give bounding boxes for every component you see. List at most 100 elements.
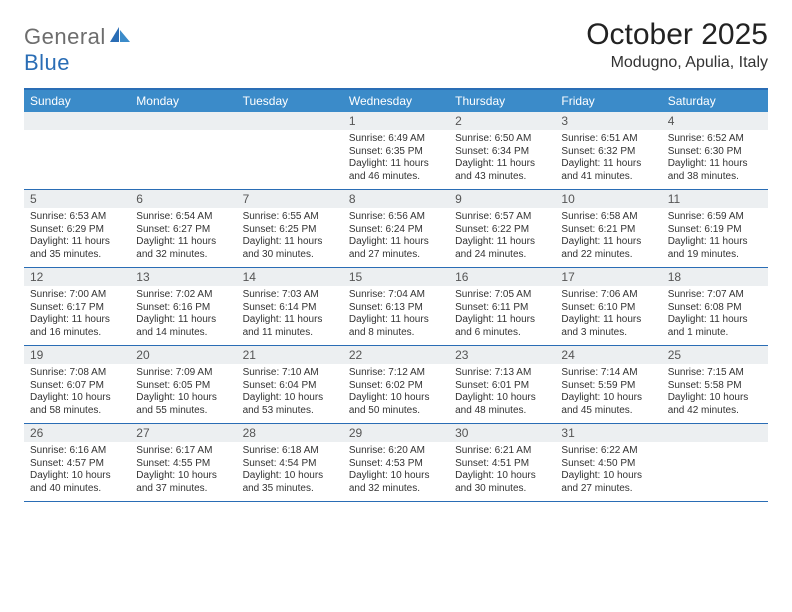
day-number: 26 xyxy=(24,424,130,442)
week-row: 1Sunrise: 6:49 AMSunset: 6:35 PMDaylight… xyxy=(24,112,768,190)
day-cell: 27Sunrise: 6:17 AMSunset: 4:55 PMDayligh… xyxy=(130,424,236,501)
day-header: Friday xyxy=(555,90,661,112)
daylight-line-2: and 45 minutes. xyxy=(561,405,655,418)
day-number: 22 xyxy=(343,346,449,364)
daylight-line-1: Daylight: 10 hours xyxy=(243,392,337,405)
day-number: 14 xyxy=(237,268,343,286)
daylight-line-2: and 19 minutes. xyxy=(668,249,762,262)
day-info: Sunrise: 6:22 AMSunset: 4:50 PMDaylight:… xyxy=(555,442,661,501)
sunset-line: Sunset: 4:55 PM xyxy=(136,458,230,471)
day-info: Sunrise: 6:58 AMSunset: 6:21 PMDaylight:… xyxy=(555,208,661,267)
day-header: Tuesday xyxy=(237,90,343,112)
day-number: 8 xyxy=(343,190,449,208)
sunrise-line: Sunrise: 7:15 AM xyxy=(668,367,762,380)
day-info: Sunrise: 7:10 AMSunset: 6:04 PMDaylight:… xyxy=(237,364,343,423)
sunrise-line: Sunrise: 7:12 AM xyxy=(349,367,443,380)
sunrise-line: Sunrise: 7:03 AM xyxy=(243,289,337,302)
day-number: 4 xyxy=(662,112,768,130)
daylight-line-2: and 58 minutes. xyxy=(30,405,124,418)
daylight-line-1: Daylight: 11 hours xyxy=(455,314,549,327)
week-row: 19Sunrise: 7:08 AMSunset: 6:07 PMDayligh… xyxy=(24,346,768,424)
daylight-line-1: Daylight: 11 hours xyxy=(349,158,443,171)
daylight-line-1: Daylight: 11 hours xyxy=(455,236,549,249)
page-subtitle: Modugno, Apulia, Italy xyxy=(586,54,768,72)
day-info-empty xyxy=(24,130,130,189)
day-header: Wednesday xyxy=(343,90,449,112)
daylight-line-1: Daylight: 10 hours xyxy=(243,470,337,483)
daylight-line-2: and 50 minutes. xyxy=(349,405,443,418)
sunset-line: Sunset: 6:17 PM xyxy=(30,302,124,315)
day-info: Sunrise: 6:57 AMSunset: 6:22 PMDaylight:… xyxy=(449,208,555,267)
sunset-line: Sunset: 6:14 PM xyxy=(243,302,337,315)
day-number: 31 xyxy=(555,424,661,442)
daylight-line-2: and 55 minutes. xyxy=(136,405,230,418)
weeks-container: 1Sunrise: 6:49 AMSunset: 6:35 PMDaylight… xyxy=(24,112,768,502)
day-cell: 2Sunrise: 6:50 AMSunset: 6:34 PMDaylight… xyxy=(449,112,555,189)
daylight-line-2: and 42 minutes. xyxy=(668,405,762,418)
day-number: 1 xyxy=(343,112,449,130)
sunrise-line: Sunrise: 6:20 AM xyxy=(349,445,443,458)
sunset-line: Sunset: 4:54 PM xyxy=(243,458,337,471)
day-info: Sunrise: 7:12 AMSunset: 6:02 PMDaylight:… xyxy=(343,364,449,423)
day-info: Sunrise: 6:50 AMSunset: 6:34 PMDaylight:… xyxy=(449,130,555,189)
sunrise-line: Sunrise: 6:21 AM xyxy=(455,445,549,458)
calendar-page: GeneralBlue October 2025 Modugno, Apulia… xyxy=(0,0,792,502)
day-info: Sunrise: 7:13 AMSunset: 6:01 PMDaylight:… xyxy=(449,364,555,423)
week-row: 12Sunrise: 7:00 AMSunset: 6:17 PMDayligh… xyxy=(24,268,768,346)
day-cell: 7Sunrise: 6:55 AMSunset: 6:25 PMDaylight… xyxy=(237,190,343,267)
daylight-line-2: and 35 minutes. xyxy=(243,483,337,496)
day-cell: 21Sunrise: 7:10 AMSunset: 6:04 PMDayligh… xyxy=(237,346,343,423)
day-cell: 6Sunrise: 6:54 AMSunset: 6:27 PMDaylight… xyxy=(130,190,236,267)
sunrise-line: Sunrise: 6:17 AM xyxy=(136,445,230,458)
day-cell: 8Sunrise: 6:56 AMSunset: 6:24 PMDaylight… xyxy=(343,190,449,267)
day-cell: 30Sunrise: 6:21 AMSunset: 4:51 PMDayligh… xyxy=(449,424,555,501)
logo-text: GeneralBlue xyxy=(24,24,131,76)
day-number: 29 xyxy=(343,424,449,442)
daylight-line-2: and 27 minutes. xyxy=(349,249,443,262)
sunrise-line: Sunrise: 7:13 AM xyxy=(455,367,549,380)
daylight-line-1: Daylight: 11 hours xyxy=(243,314,337,327)
sunrise-line: Sunrise: 6:56 AM xyxy=(349,211,443,224)
day-number: 30 xyxy=(449,424,555,442)
day-info: Sunrise: 7:09 AMSunset: 6:05 PMDaylight:… xyxy=(130,364,236,423)
daylight-line-2: and 48 minutes. xyxy=(455,405,549,418)
daylight-line-2: and 27 minutes. xyxy=(561,483,655,496)
day-cell: 22Sunrise: 7:12 AMSunset: 6:02 PMDayligh… xyxy=(343,346,449,423)
day-cell: 12Sunrise: 7:00 AMSunset: 6:17 PMDayligh… xyxy=(24,268,130,345)
sunrise-line: Sunrise: 7:08 AM xyxy=(30,367,124,380)
day-number: 3 xyxy=(555,112,661,130)
daylight-line-1: Daylight: 11 hours xyxy=(455,158,549,171)
sunrise-line: Sunrise: 7:14 AM xyxy=(561,367,655,380)
day-cell: 19Sunrise: 7:08 AMSunset: 6:07 PMDayligh… xyxy=(24,346,130,423)
day-cell: 15Sunrise: 7:04 AMSunset: 6:13 PMDayligh… xyxy=(343,268,449,345)
day-info: Sunrise: 6:59 AMSunset: 6:19 PMDaylight:… xyxy=(662,208,768,267)
day-number: 9 xyxy=(449,190,555,208)
sunset-line: Sunset: 5:59 PM xyxy=(561,380,655,393)
daylight-line-1: Daylight: 10 hours xyxy=(455,392,549,405)
day-info: Sunrise: 7:08 AMSunset: 6:07 PMDaylight:… xyxy=(24,364,130,423)
calendar: SundayMondayTuesdayWednesdayThursdayFrid… xyxy=(24,88,768,502)
sunrise-line: Sunrise: 7:07 AM xyxy=(668,289,762,302)
sunset-line: Sunset: 6:24 PM xyxy=(349,224,443,237)
day-header: Sunday xyxy=(24,90,130,112)
day-cell: 28Sunrise: 6:18 AMSunset: 4:54 PMDayligh… xyxy=(237,424,343,501)
day-cell: 18Sunrise: 7:07 AMSunset: 6:08 PMDayligh… xyxy=(662,268,768,345)
daylight-line-2: and 6 minutes. xyxy=(455,327,549,340)
logo-part2: Blue xyxy=(24,50,70,75)
daylight-line-2: and 3 minutes. xyxy=(561,327,655,340)
day-number: 6 xyxy=(130,190,236,208)
day-number xyxy=(237,112,343,130)
sunset-line: Sunset: 5:58 PM xyxy=(668,380,762,393)
day-info: Sunrise: 7:07 AMSunset: 6:08 PMDaylight:… xyxy=(662,286,768,345)
sunset-line: Sunset: 6:16 PM xyxy=(136,302,230,315)
daylight-line-2: and 43 minutes. xyxy=(455,171,549,184)
day-cell: 3Sunrise: 6:51 AMSunset: 6:32 PMDaylight… xyxy=(555,112,661,189)
title-block: October 2025 Modugno, Apulia, Italy xyxy=(586,18,768,72)
day-number: 16 xyxy=(449,268,555,286)
daylight-line-1: Daylight: 11 hours xyxy=(668,314,762,327)
day-number: 2 xyxy=(449,112,555,130)
sunset-line: Sunset: 6:32 PM xyxy=(561,146,655,159)
day-cell: 10Sunrise: 6:58 AMSunset: 6:21 PMDayligh… xyxy=(555,190,661,267)
sunrise-line: Sunrise: 6:18 AM xyxy=(243,445,337,458)
day-cell: 23Sunrise: 7:13 AMSunset: 6:01 PMDayligh… xyxy=(449,346,555,423)
